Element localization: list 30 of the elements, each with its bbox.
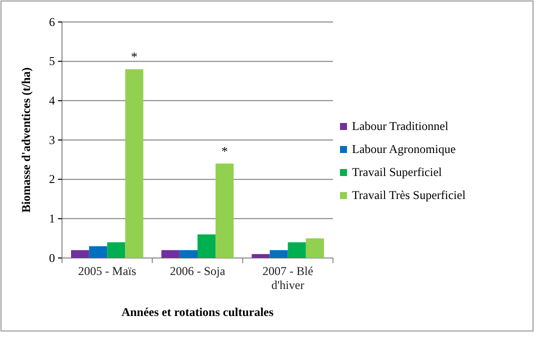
x-tick-label: 2005 - Maïs	[78, 264, 136, 278]
legend-label: Labour Agronomique	[352, 142, 456, 156]
y-tick-label: 2	[49, 172, 55, 186]
legend-label: Travail Très Superficiel	[352, 188, 466, 202]
bar	[198, 234, 216, 258]
x-tick-label: 2006 - Soja	[170, 264, 226, 278]
y-tick-label: 4	[49, 94, 55, 108]
x-axis-title: Années et rotations culturales	[121, 305, 274, 319]
bar	[179, 250, 198, 258]
bar	[216, 164, 234, 258]
bar	[270, 250, 288, 258]
y-tick-label: 1	[49, 212, 55, 226]
bar	[89, 246, 108, 258]
bar	[288, 242, 306, 258]
y-tick-label: 3	[49, 132, 55, 147]
bar	[71, 250, 90, 258]
bar	[252, 254, 270, 258]
legend-label: Labour Traditionnel	[352, 119, 449, 133]
y-tick-label: 6	[49, 14, 55, 29]
bar	[306, 238, 324, 258]
bar	[161, 250, 180, 258]
x-tick-label: 2007 - Blé d'hiver	[262, 264, 314, 292]
bar	[125, 69, 144, 258]
annotation: *	[131, 49, 138, 64]
bar	[107, 242, 126, 258]
y-tick-label: 0	[49, 250, 55, 265]
y-axis-title: Biomasse d'adventices (t/ha)	[19, 67, 33, 213]
annotation: *	[221, 144, 228, 159]
legend-label: Travail Superficiel	[352, 165, 443, 179]
y-tick-label: 5	[49, 54, 55, 68]
